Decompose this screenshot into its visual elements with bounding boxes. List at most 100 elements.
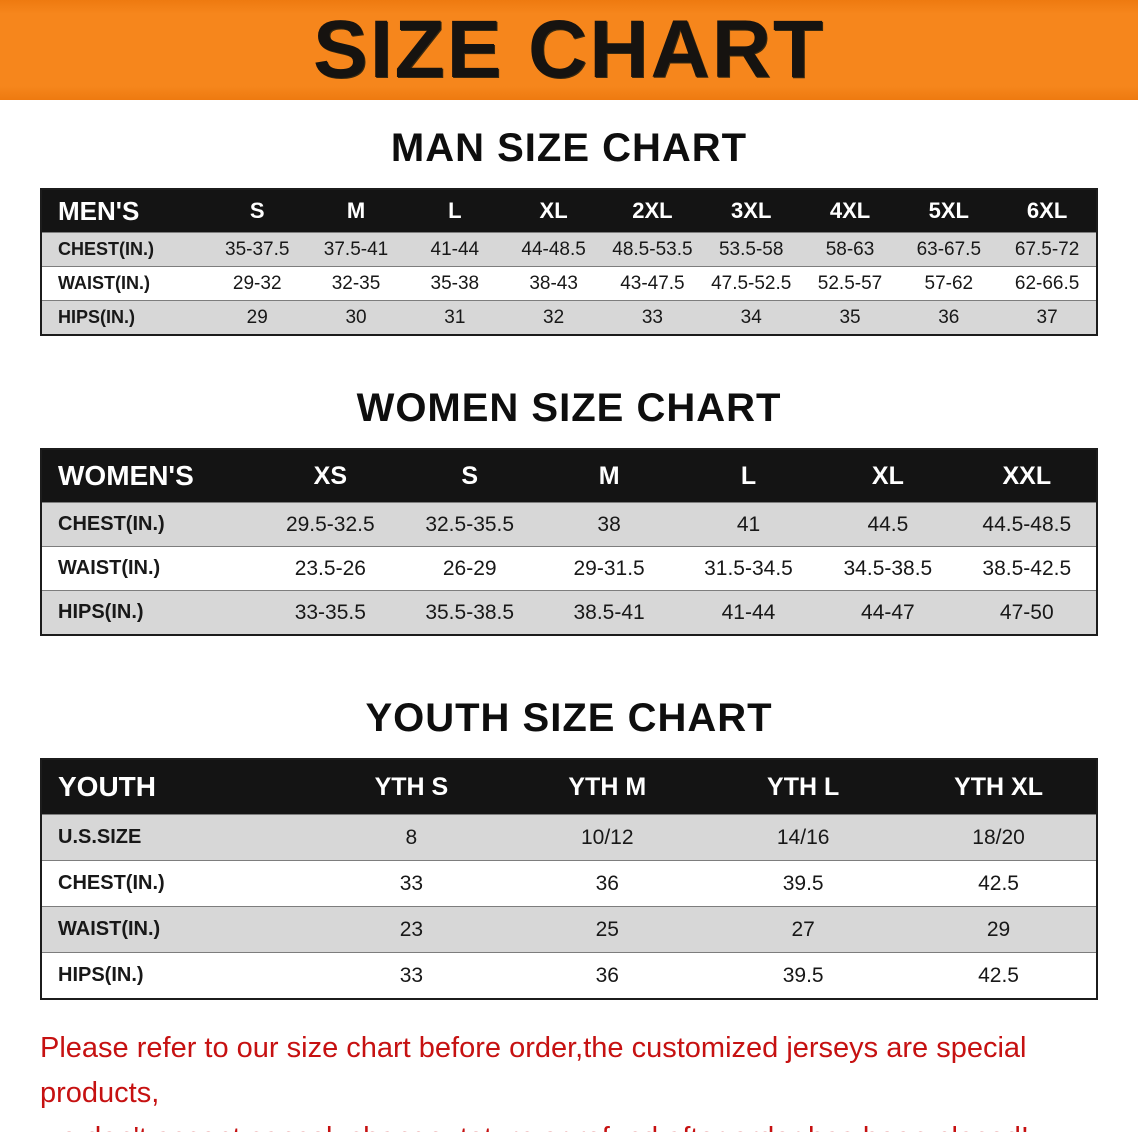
women-size-column-header: L <box>678 449 819 503</box>
men-size-column-header: M <box>306 189 406 233</box>
size-value: 52.5-57 <box>800 266 900 301</box>
size-value: 41 <box>678 502 819 547</box>
size-value: 39.5 <box>705 952 902 999</box>
size-value: 29-31.5 <box>539 546 679 591</box>
size-value: 35-38 <box>405 266 505 301</box>
size-value: 35-37.5 <box>207 232 307 267</box>
size-value: 33 <box>313 952 510 999</box>
men-size-column-header: 5XL <box>899 189 999 233</box>
size-value: 31 <box>405 300 505 335</box>
men-size-table: MEN'S S M L XL 2XL 3XL 4XL 5XL 6XL CHEST(IN.) 35-37… <box>40 188 1098 336</box>
women-table-row: CHEST(IN.) 29.5-32.5 32.5-35.5 38 41 44.5 44.5… <box>41 502 1097 547</box>
row-label: U.S.SIZE <box>41 814 314 861</box>
size-value: 42.5 <box>901 952 1097 999</box>
size-value: 27 <box>705 906 902 953</box>
notice-line-1: Please refer to our size chart before or… <box>40 1032 1027 1109</box>
women-size-column-header: S <box>400 449 540 503</box>
women-size-column-header: XL <box>818 449 958 503</box>
size-value: 32 <box>504 300 604 335</box>
youth-table-row: HIPS(IN.) 33 36 39.5 42.5 <box>41 952 1097 999</box>
women-table-title-cell: WOMEN'S <box>41 449 261 503</box>
size-value: 29 <box>207 300 307 335</box>
men-size-column-header: 6XL <box>998 189 1097 233</box>
size-value: 38.5-41 <box>539 590 679 635</box>
size-value: 53.5-58 <box>701 232 801 267</box>
size-value: 44.5 <box>818 502 958 547</box>
women-size-column-header: XXL <box>957 449 1097 503</box>
youth-table-row: CHEST(IN.) 33 36 39.5 42.5 <box>41 860 1097 907</box>
size-value: 33 <box>313 860 510 907</box>
section-youth: YOUTH SIZE CHART YOUTH YTH S YTH M YTH L YTH … <box>0 696 1138 1000</box>
men-size-column-header: XL <box>504 189 604 233</box>
size-value: 34 <box>701 300 801 335</box>
row-label: WAIST(IN.) <box>41 546 261 591</box>
size-value: 44.5-48.5 <box>957 502 1097 547</box>
women-size-column-header: M <box>539 449 679 503</box>
women-size-column-header: XS <box>260 449 401 503</box>
row-label: HIPS(IN.) <box>41 590 261 635</box>
footer-notice: Please refer to our size chart before or… <box>40 1026 1098 1132</box>
row-label: WAIST(IN.) <box>41 906 314 953</box>
size-value: 29 <box>901 906 1097 953</box>
youth-header-row: YOUTH YTH S YTH M YTH L YTH XL <box>41 759 1097 815</box>
row-label: HIPS(IN.) <box>41 952 314 999</box>
size-value: 38 <box>539 502 679 547</box>
men-header-row: MEN'S S M L XL 2XL 3XL 4XL 5XL 6XL <box>41 189 1097 233</box>
size-value: 38-43 <box>504 266 604 301</box>
size-value: 32-35 <box>306 266 406 301</box>
men-table-row: HIPS(IN.) 29 30 31 32 33 34 35 36 37 <box>41 300 1097 335</box>
size-value: 42.5 <box>901 860 1097 907</box>
youth-size-column-header: YTH L <box>705 759 902 815</box>
notice-line-2: we don't accept cancel, change, teturn o… <box>40 1116 1098 1132</box>
row-label: WAIST(IN.) <box>41 266 208 301</box>
size-value: 47.5-52.5 <box>701 266 801 301</box>
youth-table-row: WAIST(IN.) 23 25 27 29 <box>41 906 1097 953</box>
men-section-heading: MAN SIZE CHART <box>390 126 748 170</box>
row-label: CHEST(IN.) <box>41 502 261 547</box>
size-value: 67.5-72 <box>998 232 1097 267</box>
size-value: 63-67.5 <box>899 232 999 267</box>
women-size-table: WOMEN'S XS S M L XL XXL CHEST(IN.) 29.5-32.5 32.5… <box>40 448 1098 636</box>
men-table-title-cell: MEN'S <box>41 189 208 233</box>
men-size-column-header: L <box>405 189 505 233</box>
row-label: HIPS(IN.) <box>41 300 208 335</box>
row-label: CHEST(IN.) <box>41 232 208 267</box>
size-value: 39.5 <box>705 860 902 907</box>
section-men: MAN SIZE CHART MEN'S S M L XL 2XL 3XL 4XL 5XL 6XL C… <box>0 126 1138 336</box>
women-table-row: WAIST(IN.) 23.5-26 26-29 29-31.5 31.5-34.5 34… <box>41 546 1097 591</box>
youth-size-column-header: YTH S <box>313 759 510 815</box>
banner-title: SIZE CHART <box>313 4 825 95</box>
size-value: 14/16 <box>705 814 902 861</box>
size-value: 25 <box>509 906 706 953</box>
size-value: 23.5-26 <box>260 546 401 591</box>
youth-section-heading: YOUTH SIZE CHART <box>365 696 773 740</box>
size-value: 57-62 <box>899 266 999 301</box>
section-women: WOMEN SIZE CHART WOMEN'S XS S M L XL XXL CHEST(I… <box>0 386 1138 636</box>
size-chart-sections: MAN SIZE CHART MEN'S S M L XL 2XL 3XL 4XL 5XL 6XL C… <box>0 126 1138 1000</box>
size-value: 44-47 <box>818 590 958 635</box>
women-header-row: WOMEN'S XS S M L XL XXL <box>41 449 1097 503</box>
size-value: 41-44 <box>405 232 505 267</box>
size-value: 43-47.5 <box>603 266 702 301</box>
youth-table-row: U.S.SIZE 8 10/12 14/16 18/20 <box>41 814 1097 861</box>
size-value: 23 <box>313 906 510 953</box>
size-value: 35 <box>800 300 900 335</box>
youth-size-table: YOUTH YTH S YTH M YTH L YTH XL U.S.SIZE 8 10/12… <box>40 758 1098 1000</box>
size-value: 38.5-42.5 <box>957 546 1097 591</box>
size-value: 36 <box>509 952 706 999</box>
men-size-column-header: 4XL <box>800 189 900 233</box>
size-value: 33 <box>603 300 702 335</box>
size-value: 8 <box>313 814 510 861</box>
size-value: 35.5-38.5 <box>400 590 540 635</box>
youth-table-title-cell: YOUTH <box>41 759 314 815</box>
size-value: 34.5-38.5 <box>818 546 958 591</box>
size-value: 18/20 <box>901 814 1097 861</box>
row-label: CHEST(IN.) <box>41 860 314 907</box>
size-value: 48.5-53.5 <box>603 232 702 267</box>
size-value: 26-29 <box>400 546 540 591</box>
youth-size-column-header: YTH XL <box>901 759 1097 815</box>
size-value: 33-35.5 <box>260 590 401 635</box>
size-value: 31.5-34.5 <box>678 546 819 591</box>
men-size-column-header: S <box>207 189 307 233</box>
